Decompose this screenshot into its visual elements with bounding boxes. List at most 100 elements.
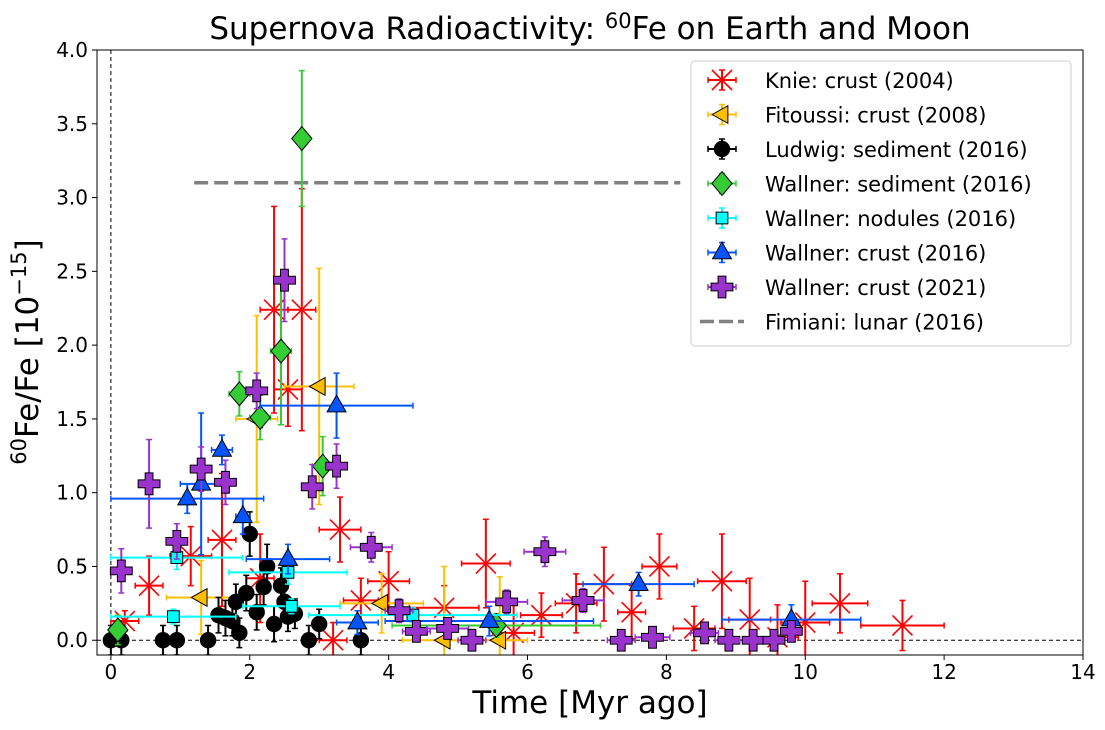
legend-box [690,60,1072,347]
data-point [318,496,362,563]
data-point [714,628,744,652]
x-tick-label: 2 [243,660,256,684]
data-point [165,522,189,560]
data-point [210,434,234,466]
data-point [248,593,265,631]
legend-label: Wallner: crust (2016) [765,242,986,266]
legend-entry: Fitoussi: crust (2008) [707,104,986,128]
y-tick-label: 3.5 [56,112,88,136]
data-point [617,584,647,640]
data-point [582,571,695,597]
y-tick-label: 2.0 [56,333,88,357]
data-point [134,555,164,616]
x-axis-label: Time [Myr ago] [471,685,707,721]
legend-entry: Knie: crust (2004) [707,69,954,93]
data-point [335,609,379,636]
data-point [228,370,251,417]
data-point [300,463,324,510]
data-point [318,621,348,655]
y-tick-label: 0.0 [56,628,88,652]
y-axis-ticks: 0.0 0.5 1.0 1.5 2.0 2.5 3.0 3.5 4.0 [56,38,97,652]
data-point [349,531,393,563]
series-2 [102,511,370,655]
y-tick-label: 0.5 [56,554,88,578]
y-tick-label: 3.0 [56,186,88,210]
data-point [325,443,348,490]
x-tick-label: 4 [382,660,395,684]
data-point [238,574,255,612]
series-6 [109,238,803,652]
reference-lines [97,50,1083,655]
plot-frame [96,49,1084,656]
data-point [811,573,869,634]
data-point [232,497,254,535]
legend-label: Wallner: nodules (2016) [765,207,1016,231]
x-tick-label: 14 [1070,660,1095,684]
data-point [258,543,276,590]
data-point [255,568,272,606]
y-tick-label: 1.5 [56,407,88,431]
legend-entry: Fimiani: lunar (2016) [700,311,984,335]
x-axis-ticks: 0 2 4 6 8 10 12 14 [105,655,1096,684]
data-point [168,624,186,655]
data-point [242,598,341,615]
data-point [199,624,217,655]
x-tick-label: 10 [793,660,818,684]
legend-label: Fitoussi: crust (2008) [765,104,986,128]
data-point [291,69,313,208]
legend-entry: Wallner: sediment (2016) [707,170,1032,197]
data-point [265,605,283,643]
legend-label: Knie: crust (2004) [765,69,954,93]
data-point [339,573,425,634]
data-point [245,543,331,575]
data-point [460,518,511,609]
data-point [189,446,213,492]
data-point [641,533,678,600]
chart-title: Supernova Radioactivity: 60Fe on Earth a… [209,9,970,47]
data-point [561,587,605,613]
data-point [273,351,303,428]
data-series [102,69,945,655]
y-axis-label: 60Fe/Fe [10−15] [7,239,46,464]
data-point [207,472,237,608]
y-tick-label: 1.0 [56,481,88,505]
legend-label: Wallner: sediment (2016) [765,173,1032,197]
legend-entry: Wallner: crust (2021) [707,275,986,300]
legend-label: Wallner: crust (2021) [765,276,986,300]
x-tick-label: 8 [660,660,673,684]
data-point [231,617,248,649]
data-point [352,624,370,655]
legend: Knie: crust (2004) Fitoussi: crust (2008)… [690,60,1072,347]
x-tick-label: 6 [521,660,534,684]
data-point [384,598,414,624]
data-point [310,608,328,640]
legend-label: Ludwig: sediment (2016) [765,138,1028,162]
data-point [245,372,269,410]
data-point [214,459,237,506]
legend-entry: Ludwig: sediment (2016) [707,138,1028,162]
data-point [457,628,487,652]
series-4 [110,545,518,625]
x-tick-label: 12 [931,660,956,684]
data-point [273,238,296,323]
data-point [738,628,768,652]
data-point [860,599,945,652]
data-point [137,438,161,529]
x-tick-label: 0 [105,660,118,684]
data-point [689,621,720,645]
y-tick-label: 2.5 [56,259,88,283]
legend-label: Fimiani: lunar (2016) [765,311,984,335]
data-point [485,589,529,615]
data-point [300,624,317,655]
legend-entry: Wallner: crust (2016) [707,240,986,266]
data-point [109,548,133,594]
data-point [523,536,567,568]
data-point [762,628,786,652]
data-point [107,614,129,646]
data-point [779,619,803,643]
y-tick-label: 4.0 [56,38,88,62]
data-point [110,608,237,625]
data-point [287,187,317,432]
data-point [696,533,747,630]
